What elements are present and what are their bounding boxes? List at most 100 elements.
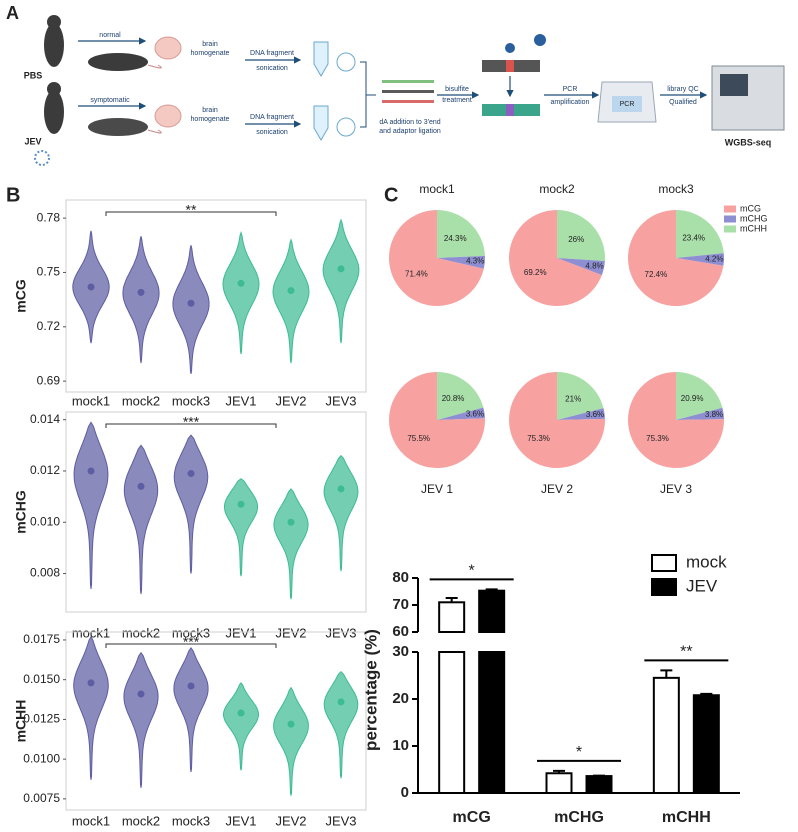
workflow: JEV symptomatic brain homogenate DNA fra… [24,82,356,166]
violin [73,421,109,589]
legend-swatch [724,205,736,213]
x-tick-label: mock3 [172,393,210,408]
pie-slice [676,210,724,258]
pie-label: 24.3% [444,234,467,243]
step-label: Qualified [669,99,697,106]
x-tick-label: mCHG [554,809,604,826]
dna-strand [382,100,434,103]
pie-title: mock2 [539,182,575,196]
workflow: PBS normal brain homogenate DNA fragment… [24,15,356,80]
mean-dot [337,485,345,493]
pie-slice [628,210,724,306]
y-tick-label: 0.0125 [23,712,60,726]
mean-dot [187,682,195,690]
violin [73,635,109,780]
dna-strand [382,80,434,83]
brain-icon [154,36,182,60]
x-tick-label: mock3 [172,813,210,828]
step-label: DNA fragment [250,50,294,57]
legend-label: mCHH [740,223,767,233]
y-tick-label: 30 [392,643,409,660]
pie-label: 23.4% [682,234,705,243]
pie-label: 75.3% [646,434,669,443]
error-bar [700,692,713,696]
legend-swatch [724,225,736,233]
bar [692,694,720,794]
violin [172,245,210,374]
pie-label: 20.9% [681,394,704,403]
bar [438,601,466,633]
x-tick-label: JEV2 [275,393,306,408]
plot-frame [65,631,367,811]
y-axis-label: mCHG [13,490,29,534]
pie-title: mock1 [419,182,455,196]
y-tick-label: 0.008 [30,566,60,580]
error-bar [553,769,565,774]
violin [123,444,159,595]
violin [224,478,258,577]
step-label: homogenate [191,50,230,57]
pie-title: JEV 3 [660,482,692,496]
pie-label: 75.5% [407,434,430,443]
legend-label: JEV [686,576,718,595]
mouse-tail [147,64,162,69]
panel-label: B [6,184,20,206]
pie-title: JEV 1 [421,482,453,496]
pie-label: 69.2% [524,268,547,277]
y-tick-label: 70 [392,596,409,613]
methyl-icon [534,34,546,46]
y-tick-label: 0.75 [37,265,61,279]
y-tick-label: 10 [392,737,409,754]
step-label: treatment [442,97,472,104]
tube-icon [313,41,329,77]
violin [273,686,309,796]
mean-dot [237,500,245,508]
pie-slice [389,372,485,468]
pie-slice [628,372,724,469]
step-label: homogenate [191,116,230,123]
pie-slice [676,253,724,266]
x-tick-label: JEV3 [325,625,356,640]
x-tick-label: JEV2 [275,813,306,828]
mouse-tail [147,129,162,134]
pie-label: 20.8% [442,394,465,403]
bar [478,589,506,634]
pie-label: 4.8% [585,261,603,270]
bar [585,775,613,795]
pie-label: 21% [565,394,581,403]
workflow: dA addition to 3'end and adaptor ligatio… [360,34,785,147]
x-tick-label: mock3 [172,625,210,640]
mean-dot [187,299,195,307]
pie-label: 4.2% [705,254,723,263]
mean-dot [287,720,295,728]
error-bar [445,596,458,603]
virus-icon [34,150,50,166]
bar [652,676,680,794]
sequencer-screen [720,74,748,96]
x-tick-label: JEV2 [275,625,306,640]
pie-slice [676,372,723,420]
step-label: sonication [256,65,288,72]
pie-label: 26% [568,235,584,244]
mean-dot [87,467,95,475]
error-bar [660,669,673,678]
x-tick-label: JEV1 [225,813,256,828]
x-tick-label: mock2 [122,625,160,640]
mean-dot [137,482,145,490]
step-label: bisulfite [445,86,469,93]
mean-dot [337,265,345,273]
mouse-icon [47,15,61,29]
pie-label: 3.6% [466,409,484,418]
y-axis-label: percentage (%) [361,629,380,751]
y-tick-label: 0.72 [37,319,61,333]
mean-dot [87,283,95,291]
panel-label: A [6,3,19,23]
step-label: DNA fragment [250,114,294,121]
y-tick-label: 20 [392,690,409,707]
pie-slice [557,408,605,420]
pie-slice [557,210,605,262]
y-tick-label: 0.0100 [23,751,60,765]
dna-icon [336,52,356,72]
significance-bracket [105,423,277,428]
